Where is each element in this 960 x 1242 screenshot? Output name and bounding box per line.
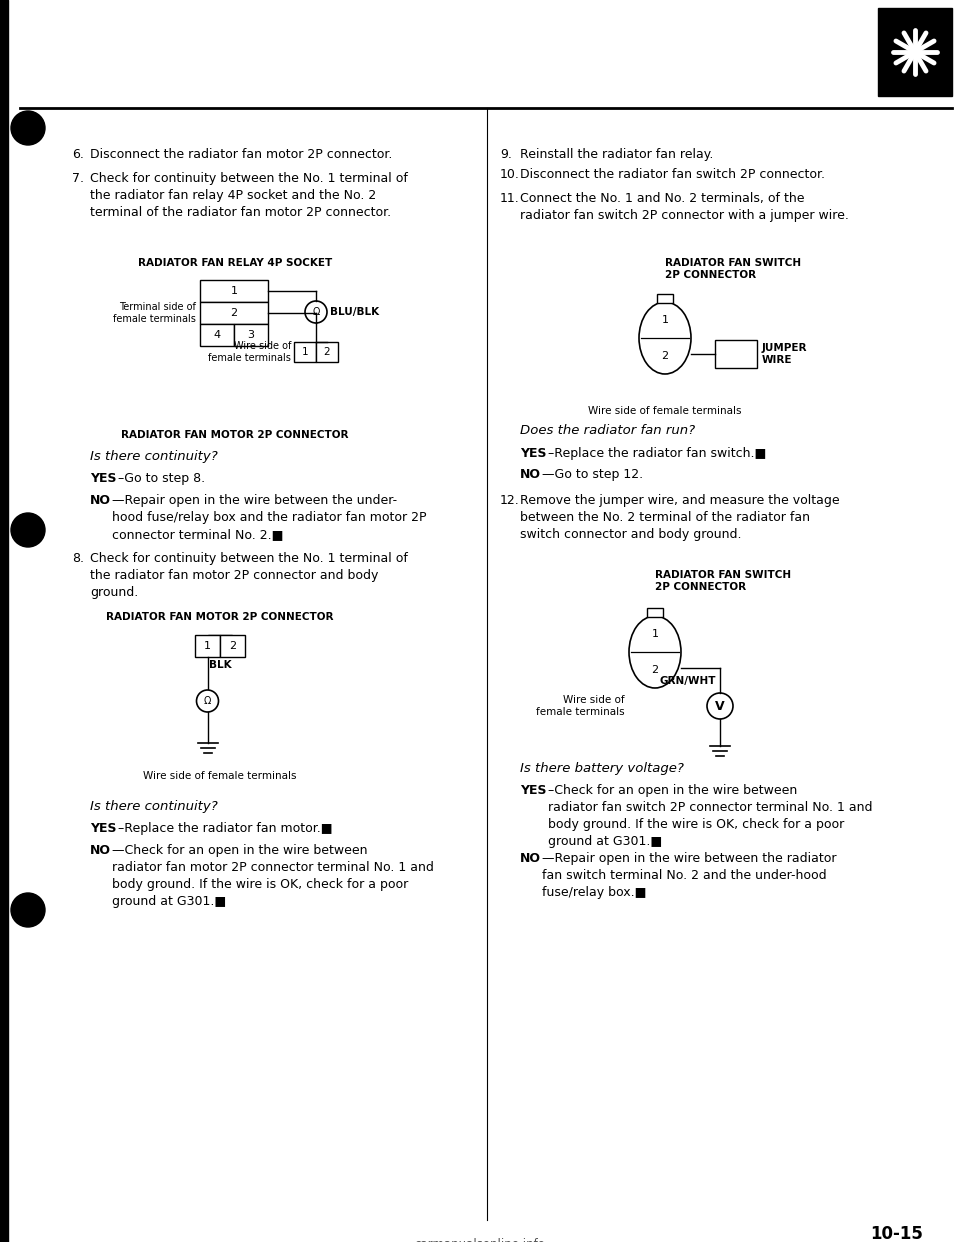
Text: Does the radiator fan run?: Does the radiator fan run? (520, 424, 695, 437)
Text: –Check for an open in the wire between
radiator fan switch 2P connector terminal: –Check for an open in the wire between r… (548, 784, 873, 848)
Text: Is there continuity?: Is there continuity? (90, 800, 218, 814)
Text: 1: 1 (204, 641, 211, 651)
Text: Disconnect the radiator fan motor 2P connector.: Disconnect the radiator fan motor 2P con… (90, 148, 393, 161)
Text: 4: 4 (213, 330, 221, 340)
Text: Check for continuity between the No. 1 terminal of
the radiator fan motor 2P con: Check for continuity between the No. 1 t… (90, 551, 408, 599)
Text: 9.: 9. (500, 148, 512, 161)
Text: Wire side of
female terminals: Wire side of female terminals (208, 342, 291, 363)
FancyBboxPatch shape (294, 342, 316, 361)
Text: YES: YES (520, 447, 546, 460)
Text: 6.: 6. (72, 148, 84, 161)
Text: 2: 2 (230, 308, 237, 318)
Text: –Replace the radiator fan motor.■: –Replace the radiator fan motor.■ (118, 822, 332, 835)
Text: Is there battery voltage?: Is there battery voltage? (520, 763, 684, 775)
Text: GRN/WHT: GRN/WHT (660, 676, 716, 686)
Text: NO: NO (520, 852, 541, 864)
Text: 1: 1 (301, 347, 308, 356)
Text: BLK: BLK (208, 660, 231, 669)
Circle shape (11, 513, 45, 546)
Text: Check for continuity between the No. 1 terminal of
the radiator fan relay 4P soc: Check for continuity between the No. 1 t… (90, 171, 408, 219)
Text: —Repair open in the wire between the under-
hood fuse/relay box and the radiator: —Repair open in the wire between the und… (112, 494, 426, 542)
Text: Reinstall the radiator fan relay.: Reinstall the radiator fan relay. (520, 148, 713, 161)
Text: 2: 2 (661, 351, 668, 361)
Text: 1: 1 (661, 315, 668, 325)
Text: Wire side of
female terminals: Wire side of female terminals (537, 696, 625, 717)
FancyBboxPatch shape (657, 294, 673, 303)
FancyBboxPatch shape (208, 635, 232, 643)
FancyBboxPatch shape (316, 342, 338, 361)
Text: 8.: 8. (72, 551, 84, 565)
Text: RADIATOR FAN SWITCH
2P CONNECTOR: RADIATOR FAN SWITCH 2P CONNECTOR (655, 570, 791, 592)
Text: BLU/BLK: BLU/BLK (330, 307, 379, 317)
Text: 2: 2 (652, 664, 659, 674)
Ellipse shape (629, 616, 681, 688)
Text: V: V (715, 699, 725, 713)
Text: 2: 2 (228, 641, 236, 651)
FancyBboxPatch shape (715, 340, 757, 368)
Text: YES: YES (90, 822, 116, 835)
FancyBboxPatch shape (200, 279, 268, 302)
Text: 3: 3 (248, 330, 254, 340)
Text: 10-15: 10-15 (870, 1225, 923, 1242)
Text: 11.: 11. (500, 193, 519, 205)
Text: RADIATOR FAN SWITCH
2P CONNECTOR: RADIATOR FAN SWITCH 2P CONNECTOR (665, 258, 802, 281)
Text: RADIATOR FAN RELAY 4P SOCKET: RADIATOR FAN RELAY 4P SOCKET (138, 258, 332, 268)
Text: Wire side of female terminals: Wire side of female terminals (143, 771, 297, 781)
FancyBboxPatch shape (220, 635, 245, 657)
Text: Ω: Ω (312, 307, 320, 317)
Text: —Go to step 12.: —Go to step 12. (542, 468, 643, 481)
Text: NO: NO (90, 494, 111, 507)
Text: RADIATOR FAN MOTOR 2P CONNECTOR: RADIATOR FAN MOTOR 2P CONNECTOR (121, 430, 348, 440)
Circle shape (11, 111, 45, 145)
Text: 7.: 7. (72, 171, 84, 185)
Ellipse shape (639, 302, 691, 374)
Text: —Repair open in the wire between the radiator
fan switch terminal No. 2 and the : —Repair open in the wire between the rad… (542, 852, 836, 899)
Text: carmanualsonline.info: carmanualsonline.info (415, 1238, 545, 1242)
Text: 1: 1 (230, 286, 237, 296)
Text: 12.: 12. (500, 494, 519, 507)
Text: YES: YES (90, 472, 116, 484)
Text: Connect the No. 1 and No. 2 terminals, of the
radiator fan switch 2P connector w: Connect the No. 1 and No. 2 terminals, o… (520, 193, 849, 222)
Text: 2: 2 (324, 347, 330, 356)
Text: Wire side of female terminals: Wire side of female terminals (588, 406, 742, 416)
FancyBboxPatch shape (878, 7, 952, 96)
FancyBboxPatch shape (647, 609, 663, 617)
Text: –Replace the radiator fan switch.■: –Replace the radiator fan switch.■ (548, 447, 766, 460)
Text: Terminal side of
female terminals: Terminal side of female terminals (113, 302, 196, 324)
FancyBboxPatch shape (234, 324, 268, 347)
Text: Is there continuity?: Is there continuity? (90, 450, 218, 463)
Text: RADIATOR FAN MOTOR 2P CONNECTOR: RADIATOR FAN MOTOR 2P CONNECTOR (107, 612, 334, 622)
Text: —Check for an open in the wire between
radiator fan motor 2P connector terminal : —Check for an open in the wire between r… (112, 845, 434, 908)
Text: 1: 1 (652, 628, 659, 638)
Text: YES: YES (520, 784, 546, 797)
Circle shape (11, 893, 45, 927)
Text: JUMPER
WIRE: JUMPER WIRE (762, 343, 807, 365)
Text: Remove the jumper wire, and measure the voltage
between the No. 2 terminal of th: Remove the jumper wire, and measure the … (520, 494, 840, 542)
Text: NO: NO (520, 468, 541, 481)
Text: Ω: Ω (204, 696, 211, 705)
Text: Disconnect the radiator fan switch 2P connector.: Disconnect the radiator fan switch 2P co… (520, 168, 825, 181)
FancyBboxPatch shape (200, 324, 234, 347)
Text: 10.: 10. (500, 168, 520, 181)
FancyBboxPatch shape (200, 302, 268, 324)
Text: NO: NO (90, 845, 111, 857)
FancyBboxPatch shape (195, 635, 220, 657)
Text: –Go to step 8.: –Go to step 8. (118, 472, 205, 484)
